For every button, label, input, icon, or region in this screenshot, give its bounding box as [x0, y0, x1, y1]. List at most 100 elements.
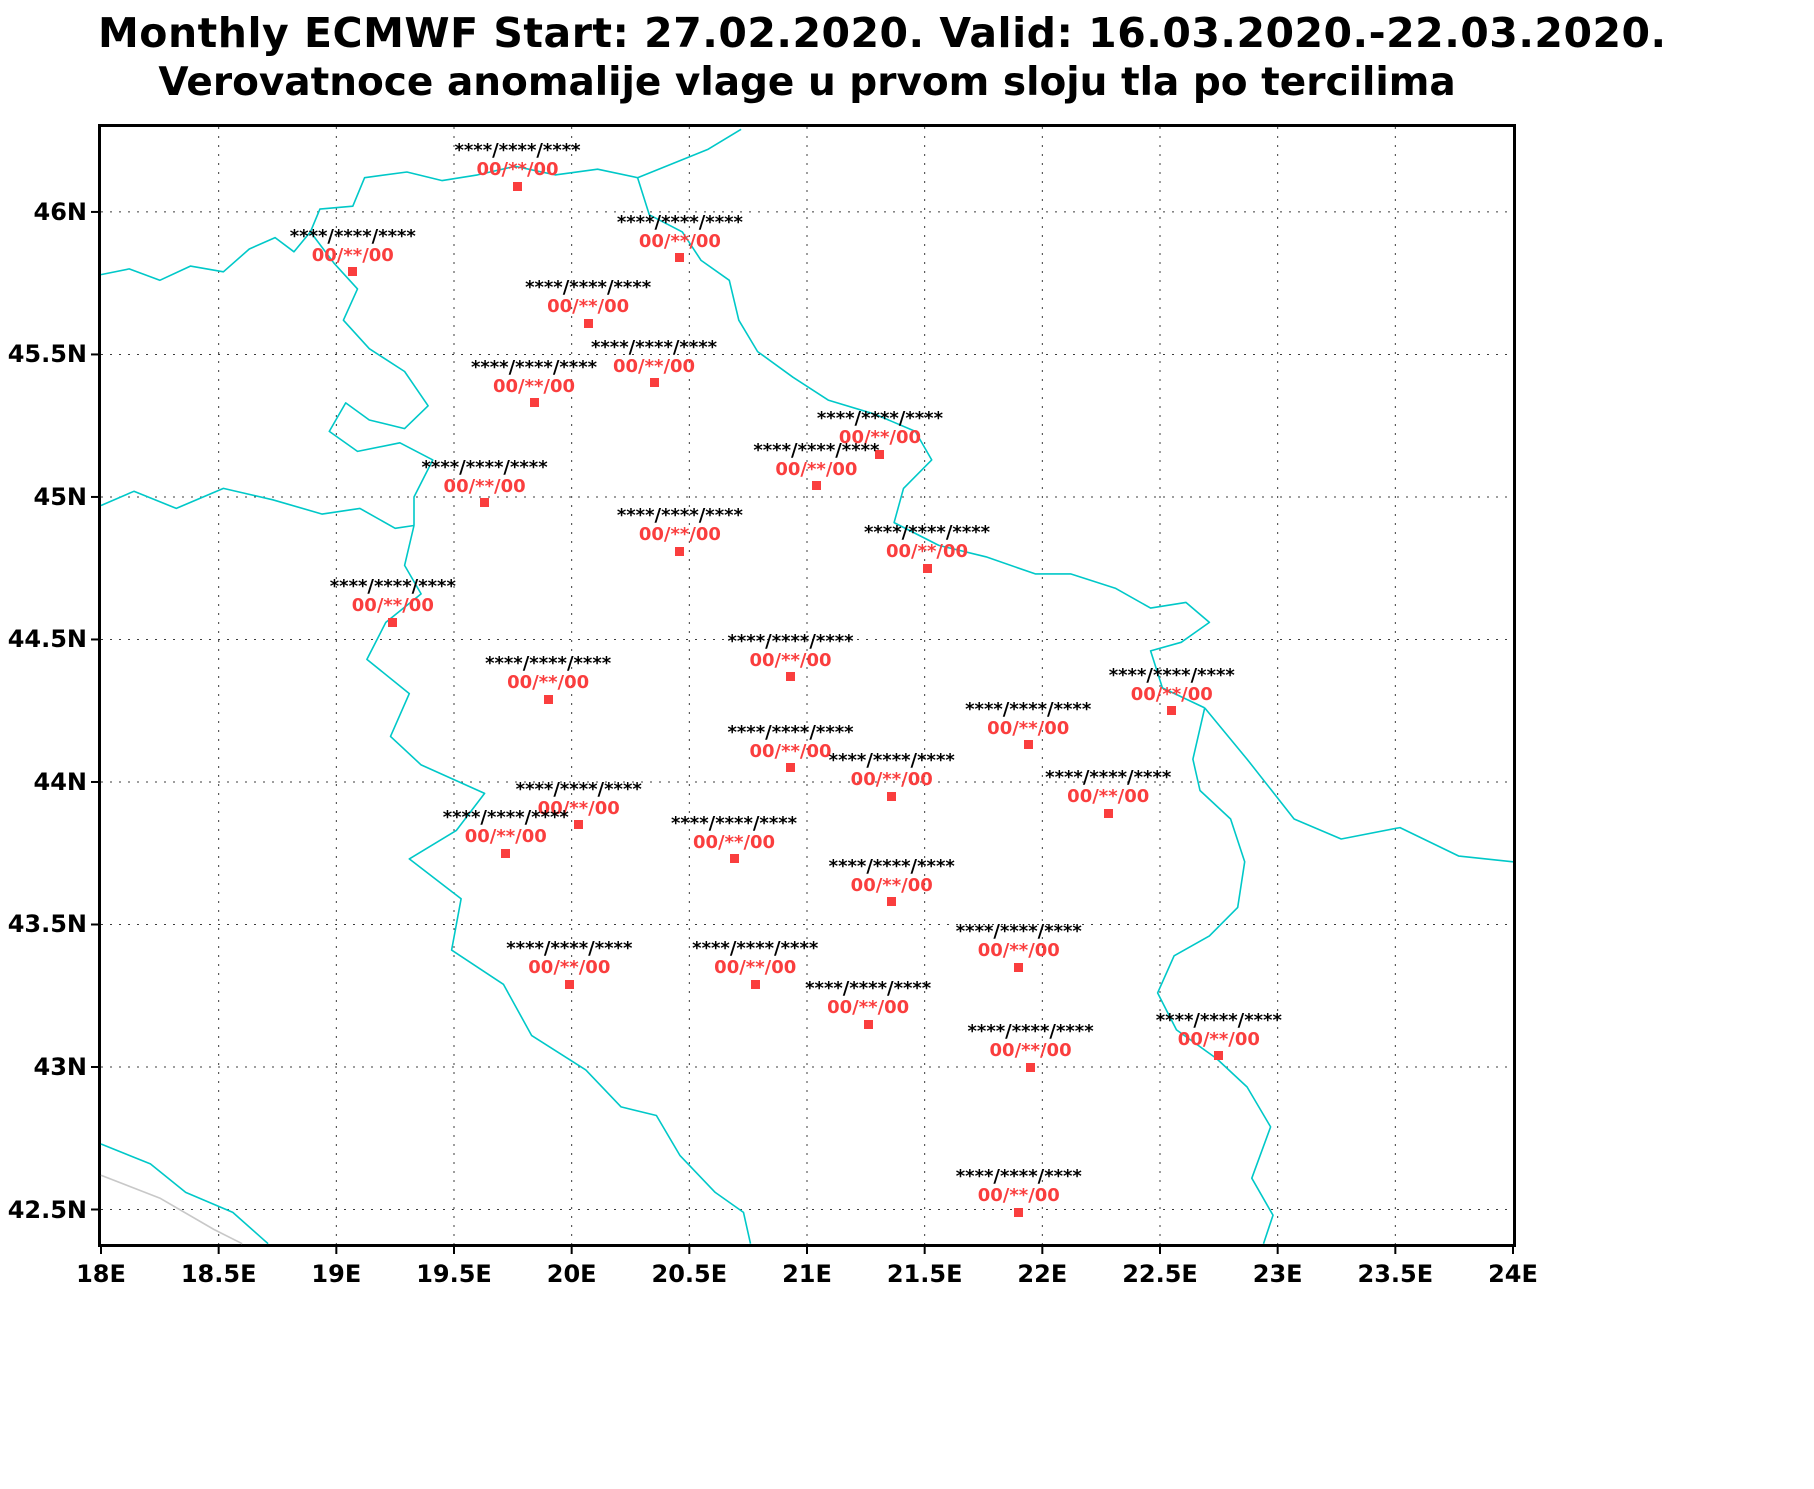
- border-line-drina-west-border: [366, 525, 752, 1244]
- station-values-label: 00/**/00: [749, 649, 832, 671]
- station-terciles-label: ****/****/****: [470, 356, 598, 378]
- station-values-label: 00/**/00: [443, 475, 526, 497]
- station-values-label: 00/**/00: [547, 296, 630, 318]
- y-axis-tick-label: 43N: [33, 1053, 87, 1081]
- station-values-label: 00/**/00: [612, 355, 696, 377]
- station-marker: [887, 791, 897, 801]
- station-values-label: 00/**/00: [987, 717, 1070, 739]
- border-line-danube-east: [1204, 707, 1514, 863]
- x-axis-tick-label: 18E: [76, 1260, 126, 1288]
- x-axis-tick-label: 23.5E: [1357, 1260, 1434, 1288]
- station-marker: [675, 546, 685, 556]
- station-marker: [675, 253, 685, 263]
- x-axis-tick-label: 22.5E: [1122, 1260, 1198, 1288]
- border-line-croatia-serbia-danube: [309, 231, 434, 526]
- station-marker: [480, 498, 490, 508]
- station-values-label: 00/**/00: [1067, 786, 1150, 808]
- station-terciles-label: ****/****/****: [442, 807, 569, 829]
- station-values-label: 00/**/00: [977, 1185, 1060, 1207]
- border-line-faint-coast: [100, 1174, 243, 1245]
- y-axis-tick-label: 46N: [33, 197, 87, 226]
- station-values-label: 00/**/00: [537, 797, 620, 819]
- station-terciles-label: ****/****/****: [967, 1021, 1094, 1042]
- station-terciles-label: ****/****/****: [616, 211, 743, 233]
- station-marker: [786, 672, 796, 682]
- station-marker: [583, 318, 593, 328]
- station-values-label: 00/**/00: [714, 957, 797, 979]
- station-values-label: 00/**/00: [692, 831, 776, 853]
- chart-subtitle: Verovatnoce anomalije vlage u prvom sloj…: [158, 60, 1456, 105]
- station-terciles-label: ****/****/****: [1155, 1009, 1282, 1031]
- station-values-label: 00/**/00: [775, 458, 858, 480]
- station-marker: [1023, 740, 1033, 750]
- station-values-label: 00/**/00: [638, 230, 721, 252]
- station-marker: [529, 398, 539, 408]
- station-values-label: 00/**/00: [464, 826, 547, 848]
- station-terciles-label: ****/****/****: [816, 408, 944, 430]
- station-terciles-label: ****/****/****: [692, 938, 819, 960]
- station-values-label: 00/**/00: [351, 595, 434, 617]
- station-marker: [574, 820, 584, 830]
- station-marker: [750, 979, 760, 989]
- title-block: Monthly ECMWF Start: 27.02.2020. Valid: …: [98, 8, 1667, 108]
- y-axis-tick-label: 44.5N: [7, 625, 87, 654]
- station-terciles-label: ****/****/****: [485, 653, 612, 675]
- station-values-label: 00/**/00: [507, 672, 590, 694]
- station-terciles-label: ****/****/****: [506, 938, 633, 960]
- station-values-label: 00/**/00: [885, 541, 969, 563]
- station-values-label: 00/**/00: [989, 1040, 1072, 1061]
- station-values-label: 00/**/00: [838, 427, 921, 449]
- border-line-sava-croatia-bosnia: [100, 487, 415, 530]
- border-line-adriatic-southwest: [100, 1143, 269, 1245]
- x-axis-tick-label: 21.5E: [886, 1260, 963, 1288]
- y-axis-tick-label: 43.5N: [7, 910, 87, 939]
- chart-title: Monthly ECMWF Start: 27.02.2020. Valid: …: [98, 9, 1667, 57]
- x-axis-tick-label: 20.5E: [651, 1260, 728, 1288]
- station-marker: [564, 979, 574, 989]
- y-axis-tick-label: 45.5N: [7, 340, 87, 369]
- station-values-label: 00/**/00: [749, 740, 832, 762]
- station-marker: [501, 848, 511, 858]
- station-marker: [887, 897, 897, 907]
- station-values-label: 00/**/00: [850, 874, 933, 896]
- x-axis-tick-label: 19.5E: [416, 1260, 492, 1288]
- y-axis-tick-label: 45N: [33, 482, 87, 511]
- station-marker: [513, 181, 523, 191]
- station-terciles-label: ****/****/****: [1045, 767, 1172, 789]
- station-terciles-label: ****/****/****: [955, 921, 1082, 943]
- station-marker: [1026, 1062, 1036, 1072]
- station-marker: [1214, 1051, 1224, 1061]
- station-marker: [922, 563, 932, 573]
- y-axis-tick-label: 44N: [33, 767, 87, 796]
- station-marker: [1014, 1207, 1024, 1217]
- border-line-serbia-romania-danube: [636, 177, 1211, 709]
- station-marker: [786, 763, 796, 773]
- station-values-label: 00/**/00: [1177, 1028, 1260, 1050]
- station-marker: [543, 694, 553, 704]
- station-marker: [649, 378, 659, 388]
- station-marker: [1014, 962, 1024, 972]
- border-line-hungary-romania: [637, 128, 742, 179]
- station-values-label: 00/**/00: [476, 159, 559, 181]
- station-terciles-label: ****/****/****: [727, 721, 854, 743]
- x-axis-tick-label: 23E: [1252, 1260, 1303, 1288]
- map-canvas: [91, 127, 1514, 1254]
- station-terciles-label: ****/****/****: [753, 439, 880, 461]
- station-terciles-label: ****/****/****: [329, 576, 456, 598]
- x-axis-tick-label: 20E: [546, 1260, 597, 1288]
- x-axis-tick-label: 18.5E: [180, 1260, 257, 1288]
- station-values-label: 00/**/00: [492, 375, 576, 397]
- station-terciles-label: ****/****/****: [670, 812, 798, 834]
- station-terciles-label: ****/****/****: [590, 336, 718, 358]
- station-terciles-label: ****/****/****: [828, 750, 955, 772]
- station-terciles-label: ****/****/****: [965, 698, 1092, 720]
- station-terciles-label: ****/****/****: [805, 978, 932, 1000]
- x-axis-tick-label: 24E: [1488, 1260, 1538, 1288]
- station-marker: [388, 617, 398, 627]
- station-marker: [348, 267, 358, 277]
- station-marker: [863, 1019, 873, 1029]
- station-terciles-label: ****/****/****: [421, 456, 548, 478]
- station-values-label: 00/**/00: [528, 957, 611, 979]
- y-axis-tick-label: 42.5N: [7, 1195, 87, 1224]
- station-marker: [729, 854, 739, 864]
